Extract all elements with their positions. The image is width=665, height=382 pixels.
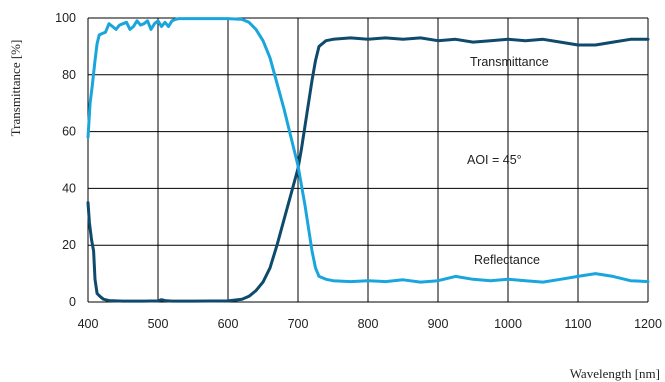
series-line-transmittance [86,36,650,303]
annotation-reflectance: Reflectance [474,253,540,267]
x-tick-label: 600 [218,317,239,331]
grid [87,17,649,303]
x-axis-label: Wavelength [nm] [570,366,660,381]
y-tick-labels: 0 20 40 60 80 100 [55,11,76,309]
series-line-reflectance [86,17,650,284]
x-tick-label: 800 [358,317,379,331]
x-tick-label: 900 [428,317,449,331]
x-tick-label: 700 [288,317,309,331]
y-tick-label: 60 [62,125,76,139]
annotation-aoi: AOI = 45° [467,153,522,167]
annotation-transmittance: Transmittance [470,55,549,69]
y-axis-label: Transmittance [%] [8,40,23,137]
x-tick-label: 400 [78,317,99,331]
x-tick-label: 1000 [494,317,522,331]
y-tick-label: 40 [62,181,76,195]
y-tick-label: 20 [62,238,76,252]
x-tick-label: 1100 [565,317,592,331]
y-tick-label: 80 [62,68,76,82]
x-tick-label: 1200 [634,317,662,331]
series-lines [86,17,650,303]
y-tick-label: 0 [69,295,76,309]
x-tick-label: 500 [148,317,169,331]
x-tick-labels: 400 500 600 700 800 900 1000 1100 1200 [78,317,662,331]
y-tick-label: 100 [55,11,76,25]
